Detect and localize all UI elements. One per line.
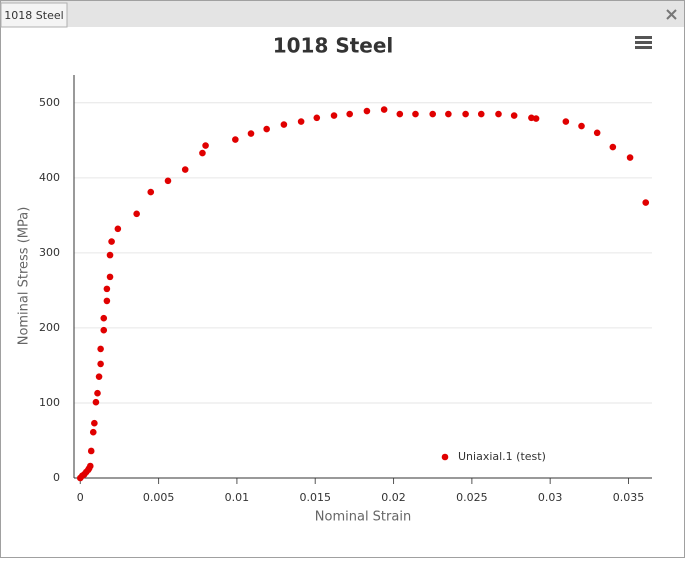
data-point — [396, 110, 404, 118]
data-point — [199, 149, 206, 157]
data-point — [106, 273, 114, 281]
data-point — [106, 251, 114, 259]
data-point — [532, 115, 540, 122]
data-point — [92, 398, 100, 406]
data-point — [97, 360, 104, 368]
data-point — [232, 136, 239, 143]
data-point — [429, 110, 437, 118]
data-point — [462, 110, 469, 118]
data-point — [297, 118, 305, 125]
x-tick-label: 0.035 — [613, 491, 645, 504]
menu-button[interactable] — [635, 36, 652, 49]
data-point — [164, 177, 172, 185]
x-tick-label: 0.01 — [225, 491, 250, 504]
data-point — [103, 285, 111, 293]
x-tick-label: 0.025 — [456, 491, 488, 504]
x-axis-label: Nominal Strain — [315, 510, 411, 525]
data-point — [247, 130, 255, 137]
data-point — [94, 389, 101, 397]
data-point — [313, 114, 321, 122]
data-point — [562, 118, 570, 125]
y-tick-label: 500 — [39, 96, 60, 109]
y-tick-label: 100 — [39, 396, 60, 409]
legend-marker — [441, 453, 449, 461]
data-point — [412, 110, 419, 118]
data-point — [108, 238, 115, 245]
data-point — [626, 154, 634, 161]
x-tick-label: 0.02 — [381, 491, 406, 504]
data-point — [86, 462, 94, 470]
legend-label: Uniaxial.1 (test) — [458, 450, 546, 463]
data-point — [87, 447, 95, 455]
data-point — [97, 345, 104, 353]
y-tick-label: 0 — [53, 471, 60, 484]
data-point — [280, 121, 288, 128]
data-point — [147, 188, 155, 196]
tab[interactable] — [0, 2, 68, 28]
y-tick-label: 200 — [39, 321, 60, 334]
tab-bar — [1, 1, 684, 27]
plot: 0 100 200 300 400 500 0 0.005 0.01 0.015 0.02 0.025… — [39, 75, 652, 504]
x-tick-label: 0.03 — [538, 491, 563, 504]
data-point — [89, 428, 97, 436]
data-point — [609, 143, 617, 151]
x-tick-label: 0.015 — [299, 491, 331, 504]
data-point — [91, 419, 98, 427]
data-point — [181, 166, 189, 173]
data-point — [495, 110, 502, 118]
close-button[interactable] — [666, 9, 677, 20]
data-point — [445, 110, 452, 118]
data-point — [642, 199, 650, 206]
x-tick-label: 0 — [77, 491, 84, 504]
data-point — [510, 112, 518, 119]
data-point — [100, 326, 108, 334]
data-point — [202, 142, 209, 149]
data-point — [100, 314, 108, 322]
y-tick-label: 300 — [39, 246, 60, 259]
data-point — [103, 297, 111, 305]
data-point — [95, 373, 103, 380]
data-point — [330, 112, 338, 119]
tab-label: 1018 Steel — [4, 9, 63, 22]
data-point — [363, 107, 371, 115]
x-tick-label: 0.005 — [143, 491, 175, 504]
data-point — [114, 225, 122, 233]
y-tick-label: 400 — [39, 171, 60, 184]
data-point — [477, 110, 485, 118]
data-point — [578, 122, 585, 130]
y-axis-label: Nominal Stress (MPa) — [17, 207, 32, 346]
data-point — [380, 106, 388, 113]
chart-title: 1018 Steel — [273, 34, 394, 58]
data-point — [346, 110, 353, 118]
data-point — [133, 210, 140, 218]
data-point — [593, 129, 601, 137]
data-point — [263, 125, 270, 133]
